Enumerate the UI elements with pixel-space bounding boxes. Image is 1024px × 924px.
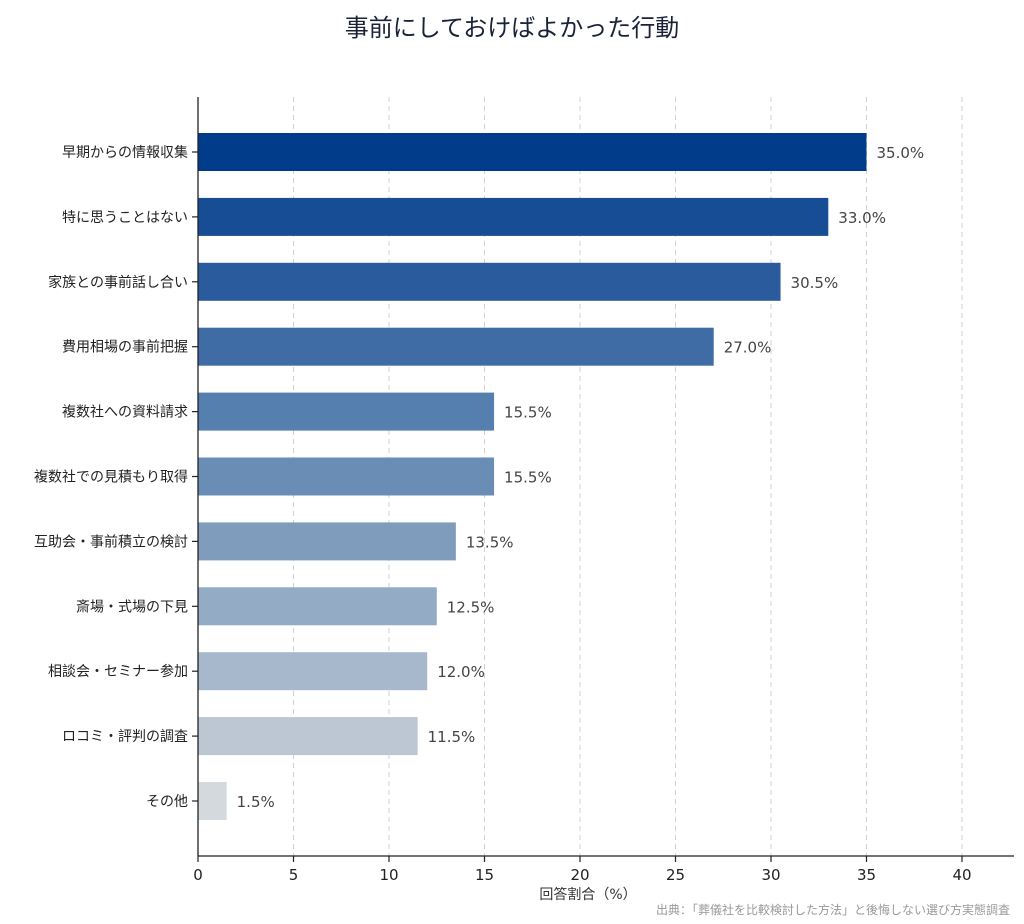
category-label: 斎場・式場の下見 xyxy=(76,598,188,615)
x-axis-title: 回答割合（%） xyxy=(539,886,636,903)
data-label: 15.5% xyxy=(504,469,552,487)
bar xyxy=(198,587,437,626)
data-label: 35.0% xyxy=(877,144,925,162)
x-tick-label: 40 xyxy=(952,866,971,884)
category-label: 家族との事前話し合い xyxy=(48,274,188,291)
bars xyxy=(198,133,867,820)
bar xyxy=(198,717,418,756)
labels: 0 5 10 15 20 25 30 35 40 早期からの情報収集 35.0% 特に思うことはない 3… xyxy=(34,144,972,884)
data-label: 12.0% xyxy=(437,663,485,681)
bar xyxy=(198,327,714,366)
x-tick-label: 5 xyxy=(289,866,299,884)
category-label: ロコミ・評判の調査 xyxy=(62,729,188,745)
x-tick-label: 20 xyxy=(570,866,589,884)
x-tick-label: 30 xyxy=(761,866,780,884)
data-label: 30.5% xyxy=(791,274,839,292)
data-label: 11.5% xyxy=(428,728,476,746)
x-tick-label: 35 xyxy=(857,866,876,884)
category-label: 互助会・事前積立の検討 xyxy=(34,533,188,550)
category-label: 特に思うことはない xyxy=(62,210,188,226)
bar xyxy=(198,262,781,301)
data-label: 13.5% xyxy=(466,533,514,551)
bar xyxy=(198,392,495,431)
x-tick-label: 10 xyxy=(379,866,398,884)
category-label: 費用相場の事前把握 xyxy=(62,339,188,356)
source-note: 出典：「葬儀社を比較検討した方法」と後悔しない選び方実態調査 xyxy=(655,903,1010,917)
category-label: その他 xyxy=(146,794,188,810)
bar xyxy=(198,133,867,171)
bar xyxy=(198,457,495,496)
category-label: 複数社での見積もり取得 xyxy=(34,469,188,486)
data-label: 33.0% xyxy=(838,209,886,227)
category-label: 早期からの情報収集 xyxy=(62,144,188,161)
bar xyxy=(198,197,829,236)
bar xyxy=(198,522,456,561)
bar xyxy=(198,782,227,820)
category-label: 相談会・セミナー参加 xyxy=(48,663,188,680)
data-label: 1.5% xyxy=(237,793,275,811)
data-label: 12.5% xyxy=(447,598,495,616)
x-tick-label: 15 xyxy=(475,866,494,884)
x-tick-label: 25 xyxy=(666,866,685,884)
data-label: 15.5% xyxy=(504,404,552,422)
bar xyxy=(198,652,428,691)
chart-title: 事前にしておけばよかった行動 xyxy=(344,14,680,42)
x-tick-label: 0 xyxy=(193,866,203,884)
data-label: 27.0% xyxy=(724,339,772,357)
category-label: 複数社への資料請求 xyxy=(62,404,188,421)
